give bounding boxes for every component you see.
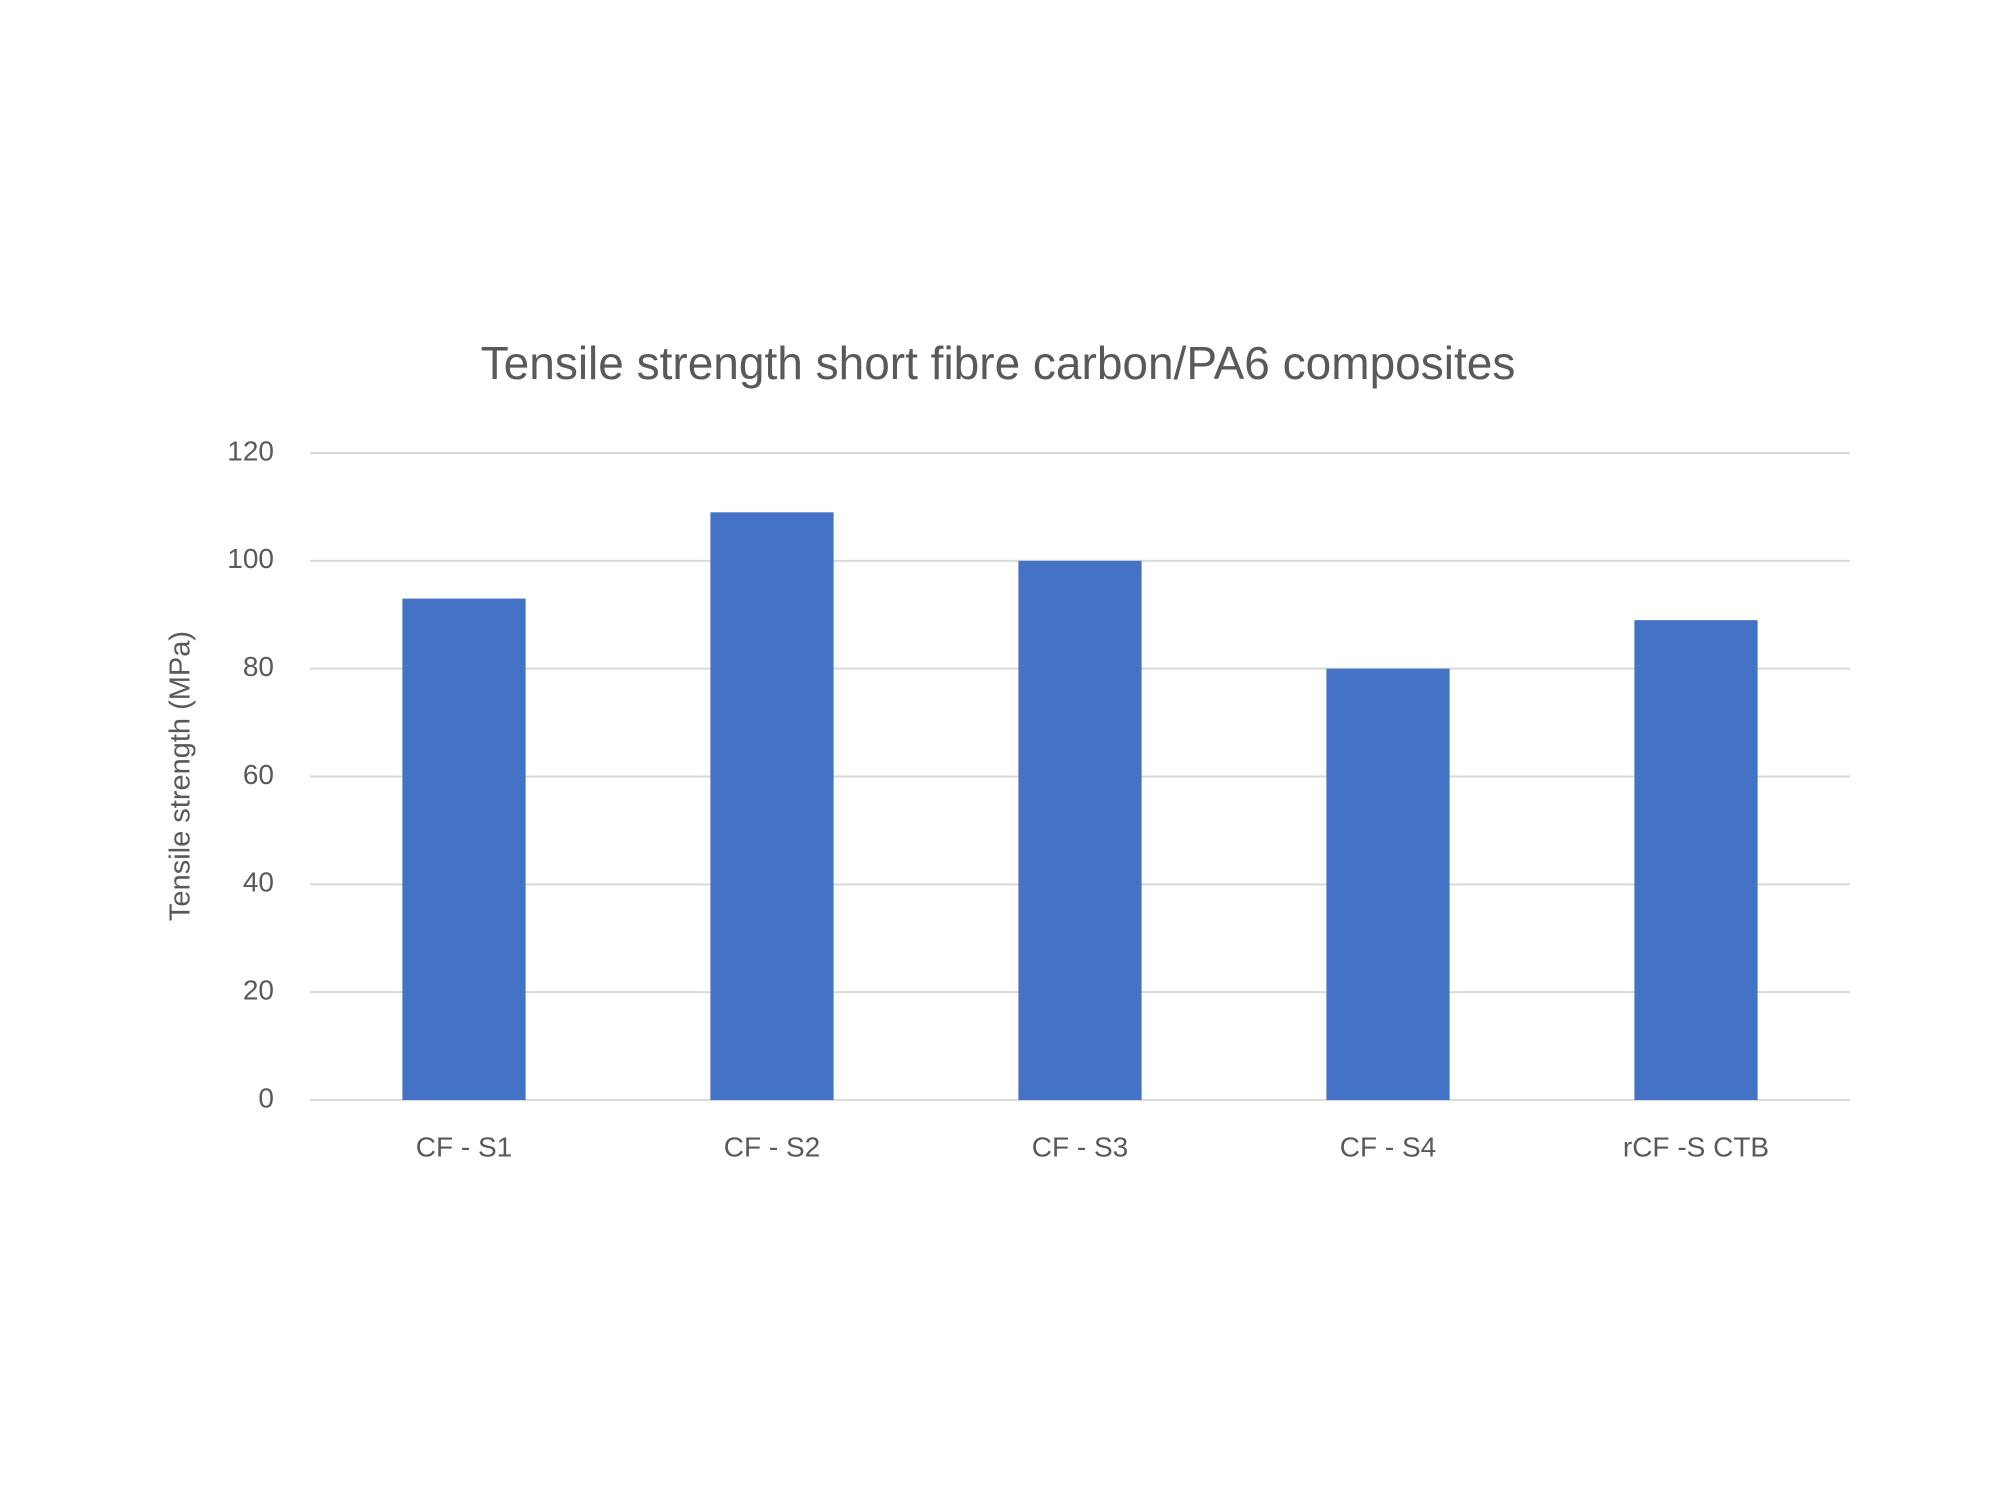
bar: [1018, 560, 1142, 1100]
y-tick-label: 120: [227, 435, 274, 466]
bar: [1634, 620, 1758, 1100]
x-tick-label: CF - S2: [724, 1131, 820, 1162]
bar: [1326, 668, 1450, 1100]
x-tick-label: rCF -S CTB: [1623, 1131, 1769, 1162]
bar: [402, 598, 526, 1100]
y-tick-label: 40: [243, 867, 274, 898]
y-tick-label: 80: [243, 651, 274, 682]
y-tick-label: 20: [243, 975, 274, 1006]
x-tick-label: CF - S1: [416, 1131, 512, 1162]
chart-title: Tensile strength short fibre carbon/PA6 …: [481, 337, 1516, 389]
x-tick-label: CF - S3: [1032, 1131, 1128, 1162]
y-tick-label: 0: [258, 1082, 274, 1113]
bar: [710, 512, 834, 1100]
y-tick-label: 100: [227, 543, 274, 574]
x-tick-label: CF - S4: [1340, 1131, 1436, 1162]
y-axis-label: Tensile strength (MPa): [165, 631, 197, 921]
y-tick-label: 60: [243, 759, 274, 790]
